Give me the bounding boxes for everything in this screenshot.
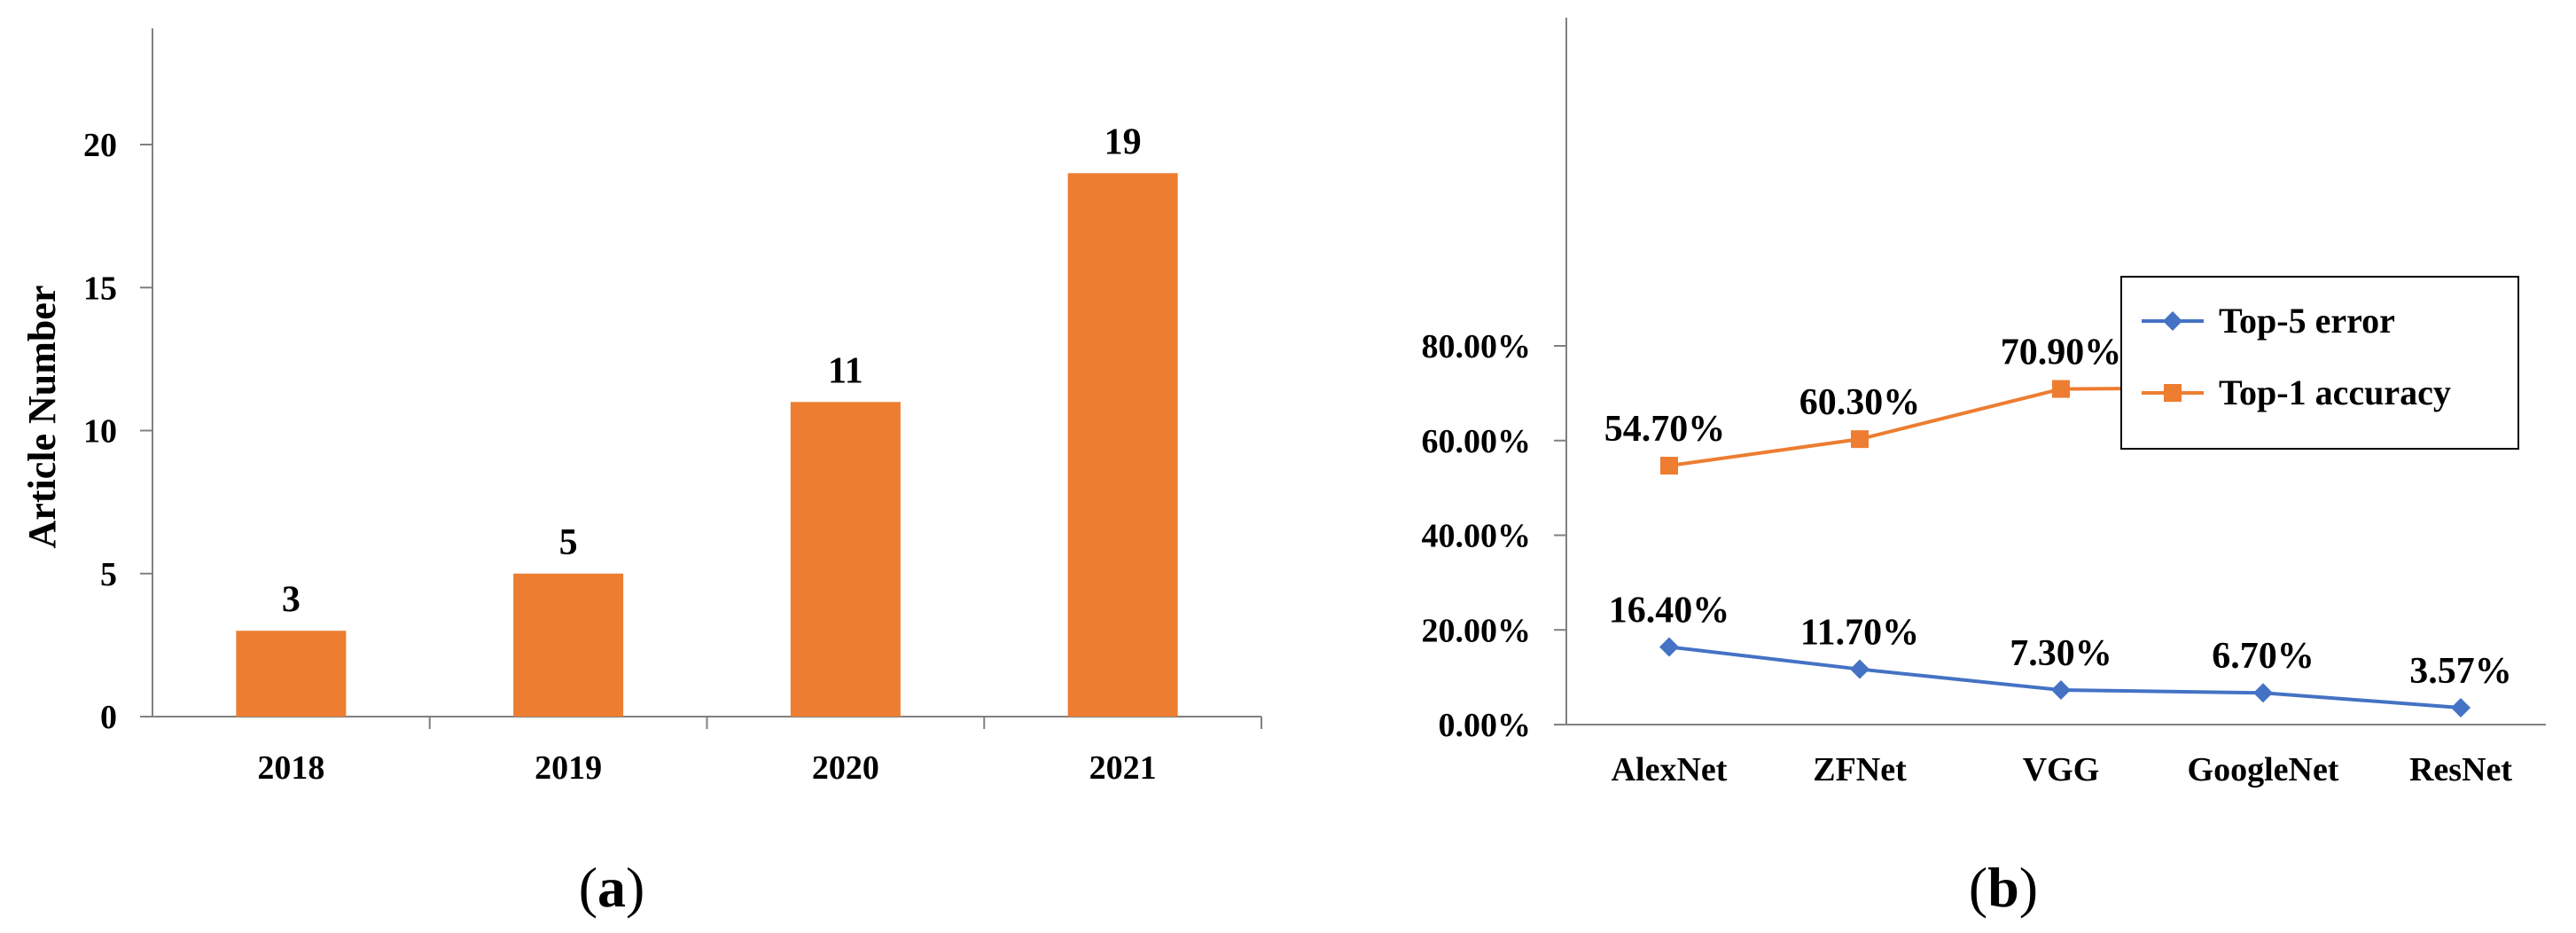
data-label: 7.30% [2010,633,2112,674]
x-tick-label: ZFNet [1813,751,1907,788]
data-label: 11.70% [1800,613,1919,654]
x-tick-label: 2021 [1089,749,1157,787]
y-axis-title: Article Number [20,286,64,549]
x-tick-label: 2019 [535,749,602,787]
bar-chart: 0 5 10 15 20 Article Number 3 2018 5 2019 11 2020 19… [20,28,1262,919]
y-tick-label: 80.00% [1422,328,1532,365]
caption-letter: b [1987,856,2019,919]
caption-open-paren: ( [579,856,597,919]
data-point [1659,637,1679,657]
legend-marker [2163,311,2182,331]
data-point [1850,659,1870,679]
x-tick-label: 2018 [257,749,324,787]
caption-close-paren: ) [626,856,644,919]
legend-box [2120,276,2519,450]
y-tick-label: 20.00% [1422,612,1532,649]
y-tick-label: 10 [83,413,117,451]
caption-b: (b) [1969,856,2038,919]
caption-letter: a [597,856,626,919]
data-label: 60.30% [1799,382,1921,423]
data-point [2253,683,2273,703]
bar-data-label: 19 [1105,122,1142,162]
bar [1067,173,1178,717]
legend-label: Top-1 accuracy [2219,372,2451,412]
legend: Top-5 error Top-1 accuracy [2120,276,2519,450]
caption-open-paren: ( [1969,856,1987,919]
legend-marker [2164,384,2182,402]
y-tick-label: 5 [100,556,117,593]
data-point [2051,680,2071,701]
x-tick-label: 2020 [812,749,879,787]
bar-data-label: 11 [828,350,863,391]
data-label: 70.90% [2001,333,2122,373]
y-tick-label: 0.00% [1439,707,1532,744]
x-tick-label: AlexNet [1612,751,1728,788]
y-tick-label: 20 [83,127,117,164]
bar-data-label: 5 [559,522,578,563]
bar [236,631,347,717]
data-point [2451,697,2471,717]
data-label: 6.70% [2212,636,2314,677]
data-point [1851,430,1869,449]
line-chart: 0.00% 20.00% 40.00% 60.00% 80.00% AlexNet ZFNe… [1422,18,2546,919]
data-label: 16.40% [1609,590,1730,631]
x-tick-label: VGG [2023,751,2100,788]
data-point [1660,457,1678,475]
bar-data-label: 3 [282,579,301,620]
bar [790,402,901,717]
caption-a: (a) [579,856,645,919]
caption-close-paren: ) [2019,856,2038,919]
data-label: 54.70% [1604,409,1726,450]
x-tick-label: GoogleNet [2188,751,2339,788]
y-tick-label: 40.00% [1422,518,1532,555]
data-point [2052,380,2070,398]
x-tick-label: ResNet [2409,751,2512,788]
y-tick-label: 0 [100,699,117,736]
legend-label: Top-5 error [2219,301,2395,341]
y-tick-label: 15 [83,270,117,307]
data-label: 3.57% [2409,651,2512,692]
y-tick-label: 60.00% [1422,423,1532,460]
bar [513,573,624,717]
